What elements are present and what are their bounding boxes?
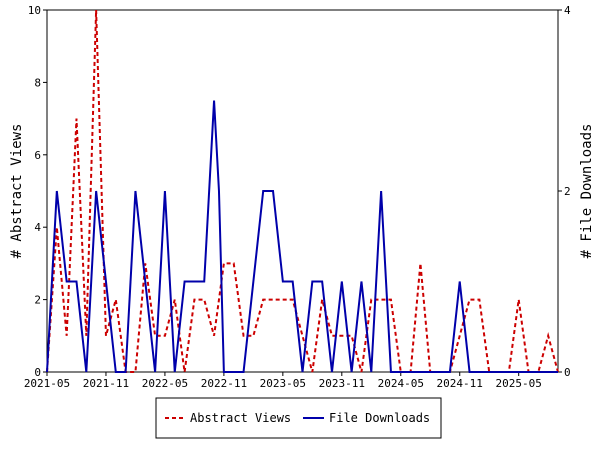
x-tick-label: 2023-05: [260, 377, 306, 390]
x-tick-label: 2022-05: [142, 377, 188, 390]
x-tick-label: 2021-05: [24, 377, 70, 390]
legend-label-file-downloads: File Downloads: [329, 411, 430, 425]
series-layer: [46, 9, 559, 373]
y-right-tick-label: 2: [564, 185, 571, 198]
y-left-tick-label: 10: [28, 4, 41, 17]
x-tick-label: 2024-11: [437, 377, 483, 390]
legend-label-abstract-views: Abstract Views: [190, 411, 291, 425]
y-axis-title-right: # File Downloads: [579, 124, 595, 259]
x-tick-label: 2022-11: [201, 377, 247, 390]
y-left-tick-label: 8: [34, 76, 41, 89]
y-axis-title-left: # Abstract Views: [9, 124, 25, 259]
plot-area: [46, 9, 559, 373]
series-line-file-downloads: [46, 100, 558, 373]
legend: Abstract Views File Downloads: [155, 397, 442, 439]
x-tick-label: 2021-11: [83, 377, 129, 390]
y-left-tick-label: 6: [34, 149, 41, 162]
x-tick-label: 2024-05: [378, 377, 424, 390]
series-line-abstract-views: [46, 9, 559, 373]
y-left-tick-label: 4: [34, 221, 41, 234]
ticks: 0 2 4 6 8 10 0 2 4 2021-05 2021-11 2022-05 2022-11 20…: [24, 4, 571, 390]
y-right-tick-label: 0: [564, 366, 571, 379]
x-tick-label: 2025-05: [496, 377, 542, 390]
y-left-tick-label: 2: [34, 294, 41, 307]
y-right-tick-label: 4: [564, 4, 571, 17]
legend-box: [155, 397, 442, 439]
y-left-tick-label: 0: [34, 366, 41, 379]
x-tick-label: 2023-11: [319, 377, 365, 390]
